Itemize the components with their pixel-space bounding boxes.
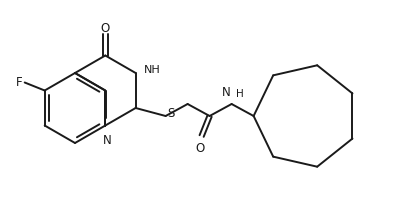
Text: O: O [194,142,204,155]
Text: H: H [235,89,243,99]
Text: NH: NH [143,65,160,75]
Text: O: O [100,22,110,35]
Text: N: N [221,86,230,99]
Text: N: N [103,134,111,146]
Text: S: S [167,107,175,120]
Text: F: F [15,76,22,89]
